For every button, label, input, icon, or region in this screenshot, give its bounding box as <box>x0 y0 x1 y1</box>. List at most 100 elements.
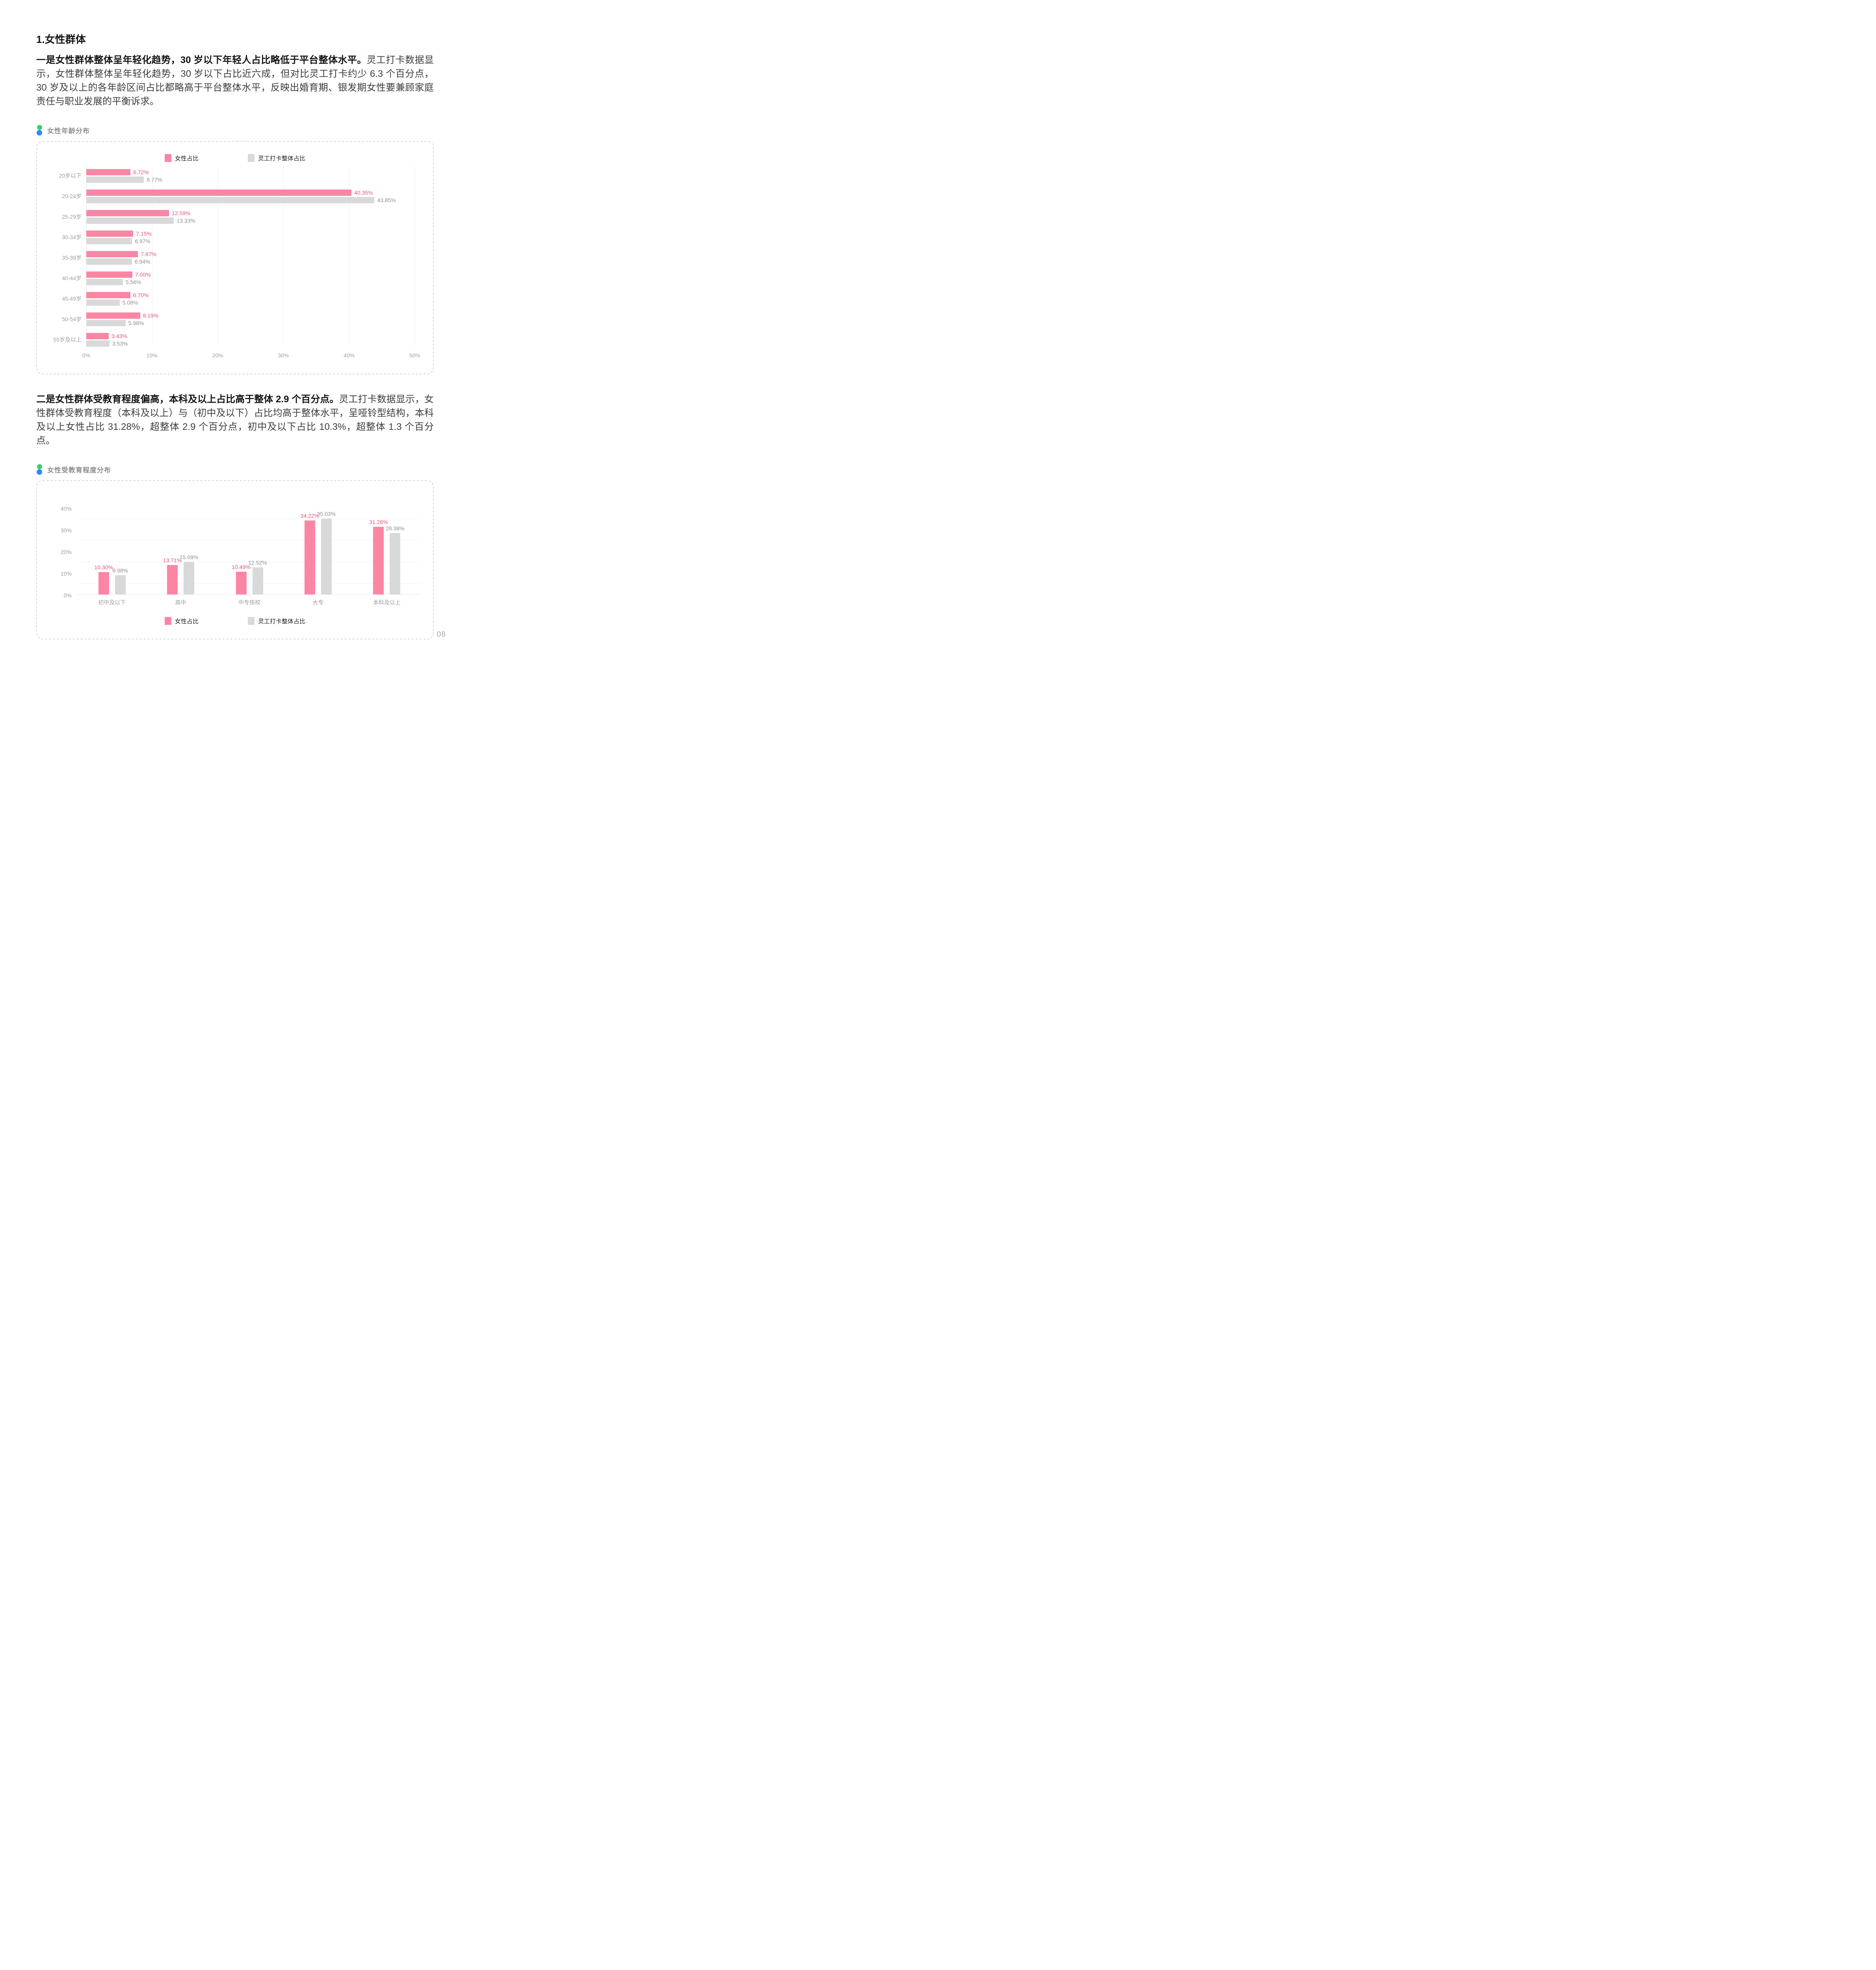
age-bar-group: 20岁以下 6.72% 8.77% <box>49 169 421 183</box>
overall-bar: 28.38% <box>386 525 405 595</box>
overall-bar-line: 3.53% <box>86 340 415 347</box>
female-bar <box>86 230 134 237</box>
female-bar <box>86 292 130 298</box>
overall-bar-line: 5.56% <box>86 279 415 285</box>
edu-chart-header: 女性受教育程度分布 <box>36 464 434 475</box>
female-bar: 10.49% <box>232 564 251 595</box>
edu-chart-y-axis: 0% 10% 20% 30% 40% <box>49 495 78 598</box>
edu-bar-group: 10.30% 8.98% <box>78 495 146 595</box>
female-bar: 10.30% <box>94 564 113 595</box>
overall-value-label: 8.98% <box>112 567 128 574</box>
female-bar <box>86 210 169 216</box>
female-bar: 34.22% <box>301 513 319 595</box>
overall-bar-line: 5.08% <box>86 299 415 306</box>
female-value-label: 7.00% <box>135 271 151 278</box>
edu-chart-card: 0% 10% 20% 30% 40% 10.30% 8.98% 13.71% 15.09% 10… <box>36 480 434 639</box>
edu-category-label: 本科及以上 <box>373 599 401 606</box>
female-bar-line: 12.59% <box>86 210 415 216</box>
age-bar-pair: 3.43% 3.53% <box>86 333 415 347</box>
female-bar-line: 40.35% <box>86 189 415 196</box>
age-category-label: 30-34岁 <box>62 234 82 240</box>
female-value-label: 6.72% <box>133 169 149 175</box>
y-axis-tick-label: 20% <box>60 549 72 555</box>
overall-value-label: 43.85% <box>377 197 396 203</box>
green-circle-icon <box>37 125 42 130</box>
female-bar-line: 7.87% <box>86 251 415 257</box>
edu-bar-group: 31.28% 28.38% <box>353 495 421 595</box>
female-legend-label: 女性占比 <box>175 155 199 162</box>
y-axis-tick-label: 40% <box>60 506 72 512</box>
female-value-label: 31.28% <box>369 519 388 525</box>
paragraph-2-lead: 二是女性群体受教育程度偏高，本科及以上占比高于整体 2.9 个百分点。 <box>36 394 339 405</box>
overall-value-label: 28.38% <box>386 525 405 532</box>
overall-bar <box>86 340 110 347</box>
overall-value-label: 6.94% <box>134 258 150 265</box>
edu-bar-group: 34.22% 35.03% <box>284 495 352 595</box>
overall-value-label: 13.33% <box>176 217 195 224</box>
age-bar-pair: 6.72% 8.77% <box>86 169 415 183</box>
overall-bar-line: 5.98% <box>86 320 415 326</box>
overall-value-label: 35.03% <box>317 511 336 517</box>
overall-bar-line: 8.77% <box>86 176 415 183</box>
overall-value-label: 3.53% <box>112 340 128 347</box>
edu-category-label: 中专技校 <box>238 599 261 606</box>
female-value-label: 10.30% <box>94 564 113 571</box>
female-value-label: 12.59% <box>172 210 191 216</box>
female-value-label: 8.19% <box>143 312 159 319</box>
gridline <box>78 540 421 541</box>
paragraph-1: 一是女性群体整体呈年轻化趋势，30 岁以下年轻人占比略低于平台整体水平。灵工打卡… <box>36 53 434 108</box>
overall-bar-line: 6.94% <box>86 258 415 265</box>
female-bar-line: 6.70% <box>86 292 415 298</box>
edu-chart-x-axis: 初中及以下 高中 中专技校 大专 本科及以上 <box>78 598 421 606</box>
page-title: 1.女性群体 <box>36 33 86 45</box>
overall-value-label: 5.08% <box>122 299 138 306</box>
overall-bar <box>86 299 120 306</box>
female-value-label: 10.49% <box>232 564 251 571</box>
x-axis-line <box>78 594 421 595</box>
female-value-label: 3.43% <box>111 333 127 339</box>
age-bar-pair: 6.70% 5.08% <box>86 292 415 306</box>
female-bar <box>86 333 109 339</box>
edu-bar-group: 13.71% 15.09% <box>146 495 215 595</box>
overall-bar: 8.98% <box>112 567 128 595</box>
y-axis-tick-label: 10% <box>60 571 72 577</box>
legend-item-overall: 灵工打卡整体占比 <box>248 617 305 625</box>
legend-item-female: 女性占比 <box>164 154 199 162</box>
age-bar-group: 35-39岁 7.87% 6.94% <box>49 251 421 265</box>
x-axis-tick-label: 20% <box>212 352 223 359</box>
edu-chart-title: 女性受教育程度分布 <box>47 466 111 474</box>
female-bar <box>86 251 138 257</box>
legend-item-female: 女性占比 <box>164 617 199 625</box>
overall-bar <box>86 176 144 183</box>
female-bar: 13.71% <box>163 557 182 595</box>
paragraph-1-lead: 一是女性群体整体呈年轻化趋势，30 岁以下年轻人占比略低于平台整体水平。 <box>36 55 367 65</box>
overall-bar: 12.52% <box>248 559 267 595</box>
overall-value-label: 12.52% <box>248 559 267 566</box>
edu-chart-section: 女性受教育程度分布 0% 10% 20% 30% 40% 10.30% 8.98% 13.7… <box>36 464 434 639</box>
age-category-label: 25-29岁 <box>62 214 82 220</box>
age-chart-rows: 20岁以下 6.72% 8.77% 20-24岁 40.35% 43.85% 25-29岁 1… <box>49 169 421 347</box>
age-bar-pair: 8.19% 5.98% <box>86 312 415 326</box>
age-bar-pair: 7.87% 6.94% <box>86 251 415 265</box>
age-bar-pair: 7.15% 6.97% <box>86 230 415 244</box>
overall-bar <box>86 238 132 244</box>
paragraph-2-body: 灵工打卡数据显示，女性群体受教育程度（本科及以上）与（初中及以下）占比均高于整体… <box>36 394 434 446</box>
blue-circle-icon <box>37 469 42 475</box>
x-axis-tick-label: 0% <box>82 352 91 359</box>
overall-value-label: 15.09% <box>179 554 199 561</box>
age-chart-legend: 女性占比 灵工打卡整体占比 <box>49 154 421 162</box>
overall-bar: 15.09% <box>180 554 198 595</box>
female-value-label: 7.15% <box>136 230 152 237</box>
overall-value-label: 8.77% <box>147 176 162 183</box>
female-bar-line: 6.72% <box>86 169 415 175</box>
report-content: 1.女性群体 一是女性群体整体呈年轻化趋势，30 岁以下年轻人占比略低于平台整体… <box>36 0 434 639</box>
age-category-label: 20岁以下 <box>59 173 82 179</box>
edu-category-label: 大专 <box>312 599 324 606</box>
female-bar-line: 3.43% <box>86 333 415 339</box>
age-category-label: 40-44岁 <box>62 275 82 281</box>
age-bar-pair: 40.35% 43.85% <box>86 189 415 203</box>
female-value-label: 13.71% <box>163 557 182 563</box>
female-value-label: 6.70% <box>133 292 149 298</box>
age-bar-group: 55岁及以上 3.43% 3.53% <box>49 333 421 347</box>
overall-legend-swatch <box>248 154 254 162</box>
